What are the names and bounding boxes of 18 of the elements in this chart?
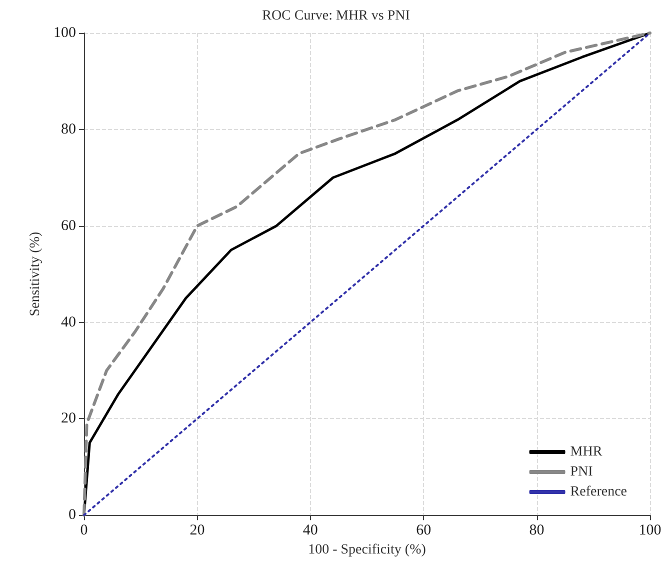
- legend-label: PNI: [570, 464, 594, 480]
- x-axis-title: 100 - Specificity (%): [308, 542, 426, 558]
- x-tick-label: 40: [302, 522, 318, 539]
- x-tick-label: 20: [190, 522, 205, 539]
- x-tick-label: 100: [638, 522, 662, 539]
- y-axis-title: Sensitivity (%): [28, 232, 44, 316]
- x-tick-label: 80: [529, 522, 544, 539]
- chart-title: ROC Curve: MHR vs PNI: [262, 8, 410, 24]
- legend-label: MHR: [570, 444, 603, 460]
- y-tick-label: 100: [54, 25, 76, 41]
- y-tick-label: 80: [61, 121, 76, 138]
- y-tick-label: 20: [61, 410, 76, 427]
- y-tick-label: 40: [61, 314, 76, 330]
- y-tick-label: 60: [61, 218, 76, 234]
- y-tick-label: 0: [68, 507, 76, 524]
- x-tick-label: 60: [416, 522, 432, 539]
- x-tick-label: 0: [80, 522, 88, 539]
- legend-label: Reference: [570, 484, 628, 500]
